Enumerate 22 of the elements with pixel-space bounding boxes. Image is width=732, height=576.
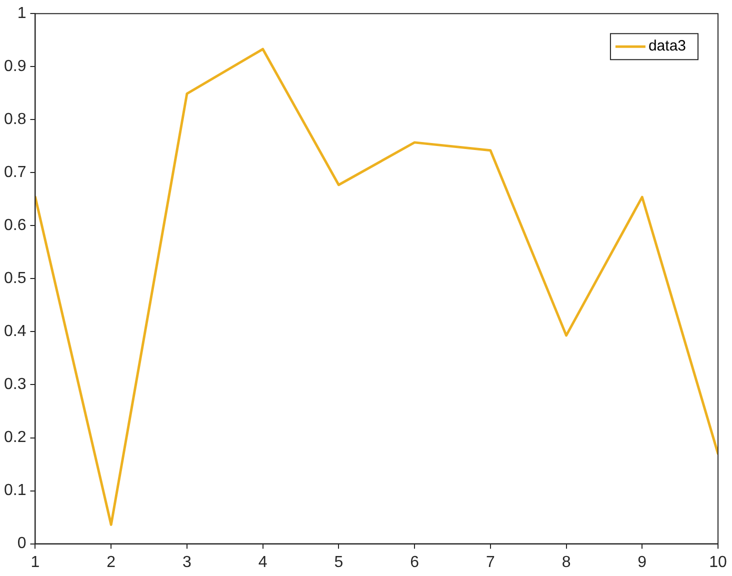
y-tick-label: 0.5: [4, 270, 26, 288]
y-tick-label: 0.9: [4, 58, 26, 76]
y-tick-label: 1: [17, 5, 26, 22]
x-tick-label: 6: [410, 554, 420, 571]
x-tick-label: 10: [709, 554, 727, 571]
x-tick-label: 7: [486, 554, 495, 571]
y-tick-label: 0.4: [4, 323, 26, 340]
y-tick-label: 0.8: [4, 111, 26, 128]
x-tick-label: 9: [638, 554, 647, 571]
x-tick-label: 8: [562, 554, 571, 571]
x-tick-label: 5: [334, 554, 344, 571]
x-tick-label: 3: [182, 554, 192, 571]
x-tick-label: 1: [30, 554, 40, 571]
y-tick-label: 0.3: [4, 376, 26, 394]
y-tick-label: 0.6: [4, 217, 26, 234]
x-tick-label: 2: [106, 554, 116, 571]
y-tick-label: 0: [17, 535, 26, 552]
y-tick-label: 0.2: [4, 429, 26, 446]
legend-label: data3: [648, 38, 686, 55]
x-tick-label: 4: [258, 554, 268, 571]
y-tick-label: 0.1: [4, 482, 26, 500]
y-tick-label: 0.7: [4, 164, 26, 182]
